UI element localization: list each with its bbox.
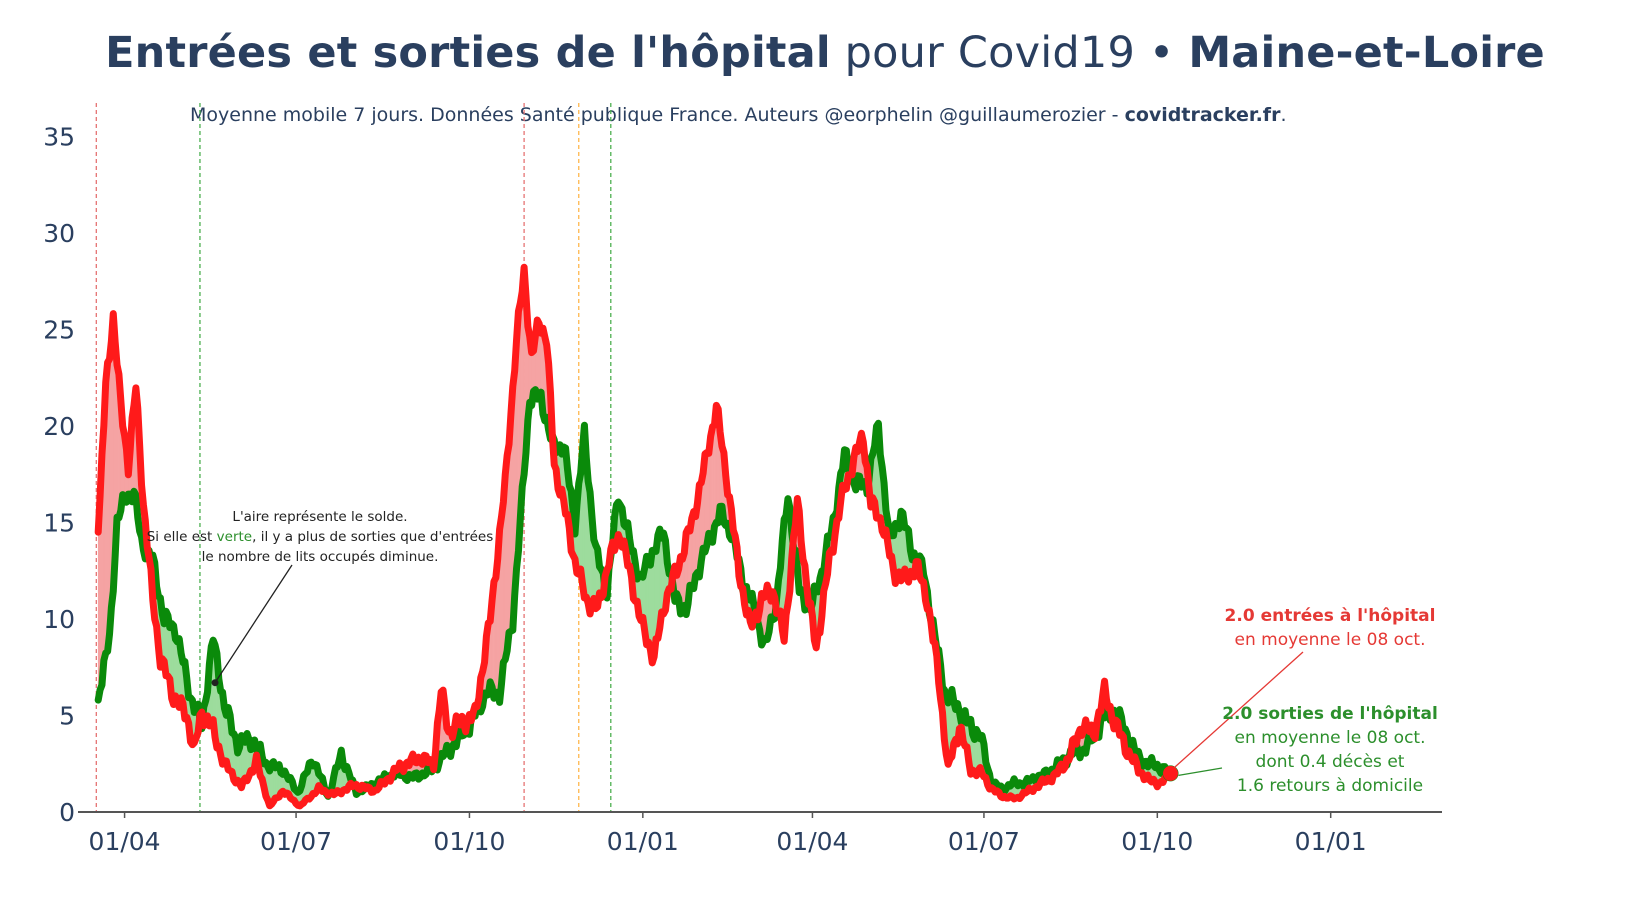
exits-annotation: 2.0 sorties de l'hôpital en moyenne le 0…	[1200, 702, 1460, 798]
x-tick-label: 01/10	[1121, 827, 1193, 856]
subtitle-text: Moyenne mobile 7 jours. Données Santé pu…	[190, 104, 1125, 126]
area-note: L'aire représente le solde. Si elle est …	[130, 507, 510, 567]
y-tick-label: 10	[43, 605, 75, 634]
entries-annotation-line2: en moyenne le 08 oct.	[1234, 630, 1426, 650]
title-part1: Entrées et sorties de l'hôpital	[105, 28, 831, 78]
exits-annotation-line4: 1.6 retours à domicile	[1236, 776, 1424, 796]
entries-annotation-title-text: 2.0 entrées à l'hôpital	[1224, 606, 1436, 626]
note-line2-before: Si elle est	[146, 529, 217, 545]
y-tick-label: 25	[43, 316, 75, 345]
y-tick-label: 5	[59, 702, 75, 731]
chart-title: Entrées et sorties de l'hôpital pour Cov…	[0, 28, 1650, 78]
note-arrow-head	[211, 679, 219, 687]
note-line2-after: , il y a plus de sorties que d'entrées	[252, 529, 494, 545]
x-tick-label: 01/01	[607, 827, 679, 856]
entries-annotation: 2.0 entrées à l'hôpital en moyenne le 08…	[1200, 604, 1460, 652]
series-lines	[94, 263, 1179, 810]
exits-annotation-line3: dont 0.4 décès et	[1255, 752, 1405, 772]
y-tick-label: 0	[59, 798, 75, 827]
note-line1: L'aire représente le solde.	[232, 509, 408, 525]
y-tick-label: 30	[43, 219, 75, 248]
title-part2: pour Covid19 •	[830, 28, 1189, 78]
x-tick-label: 01/04	[89, 827, 161, 856]
y-tick-label: 35	[43, 123, 75, 152]
x-tick-label: 01/04	[776, 827, 848, 856]
entries-annotation-title: 2.0 entrées à l'hôpital	[1200, 604, 1460, 628]
entries-series-line	[94, 263, 1175, 810]
x-axis: 01/04 01/07 01/10 01/01 01/04 01/07 01/10 01/01	[78, 811, 1442, 856]
exits-annotation-title-text: 2.0 sorties de l'hôpital	[1222, 704, 1438, 724]
note-line2: Si elle est verte, il y a plus de sortie…	[130, 527, 510, 547]
note-line3: le nombre de lits occupés diminue.	[201, 549, 439, 565]
x-tick-label: 01/10	[433, 827, 505, 856]
note-line2-green: verte	[216, 529, 253, 545]
y-tick-label: 15	[43, 509, 75, 538]
entries-last-point	[1163, 765, 1179, 781]
exits-annotation-title: 2.0 sorties de l'hôpital	[1200, 702, 1460, 726]
y-tick-label: 20	[43, 412, 75, 441]
exits-annotation-line2: en moyenne le 08 oct.	[1234, 728, 1426, 748]
note-arrow	[214, 564, 293, 684]
subtitle-end: .	[1280, 104, 1287, 126]
y-axis: 0 5 10 15 20 25 30 35	[43, 123, 75, 827]
chart-subtitle: Moyenne mobile 7 jours. Données Santé pu…	[190, 104, 1287, 126]
subtitle-site[interactable]: covidtracker.fr	[1124, 104, 1281, 126]
x-tick-label: 01/07	[948, 827, 1020, 856]
entries-arrow	[1174, 651, 1304, 768]
title-part3: Maine-et-Loire	[1188, 28, 1545, 78]
annotation-arrows	[211, 564, 1304, 777]
exits-arrow	[1178, 767, 1223, 777]
x-tick-label: 01/01	[1295, 827, 1367, 856]
x-tick-label: 01/07	[260, 827, 332, 856]
